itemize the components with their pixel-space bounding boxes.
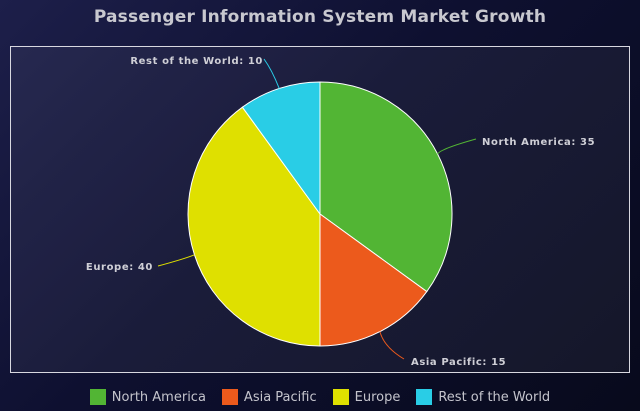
data-label-north-america: North America: 35: [482, 137, 595, 148]
connector-rest-of-the-world: [263, 58, 280, 89]
legend-label-europe: Europe: [354, 389, 401, 405]
legend-label-north-america: North America: [111, 389, 206, 405]
pie-slice-europe[interactable]: [187, 106, 321, 347]
data-label-asia-pacific: Asia Pacific: 15: [411, 357, 506, 368]
legend-item-europe[interactable]: Europe: [332, 389, 401, 405]
pie-slices: [187, 81, 453, 347]
legend-item-asia-pacific[interactable]: Asia Pacific: [221, 389, 317, 405]
data-labels: North America: 35 Asia Pacific: 15 Europe:…: [86, 56, 595, 368]
legend-swatch-europe: [332, 389, 349, 405]
pie-slice-rest-of-the-world[interactable]: [241, 81, 321, 216]
pie-slice-north-america[interactable]: [319, 81, 453, 293]
legend: North America Asia Pacific Europe Rest of t…: [0, 389, 640, 405]
data-label-europe: Europe: 40: [86, 262, 153, 273]
legend-swatch-asia-pacific: [221, 389, 238, 405]
legend-label-rest-of-the-world: Rest of the World: [438, 389, 551, 405]
chart-title: Passenger Information System Market Grow…: [93, 7, 547, 27]
connector-asia-pacific: [379, 331, 405, 360]
legend-item-rest-of-the-world[interactable]: Rest of the World: [416, 389, 550, 405]
legend-item-north-america[interactable]: North America: [89, 389, 206, 405]
pie-slice-asia-pacific[interactable]: [319, 213, 428, 347]
legend-swatch-north-america: [89, 389, 106, 405]
connector-north-america: [437, 138, 477, 155]
data-label-rest-of-the-world: Rest of the World: 10: [130, 56, 263, 67]
legend-swatch-rest-of-the-world: [416, 389, 433, 405]
legend-label-asia-pacific: Asia Pacific: [243, 389, 317, 405]
connector-europe: [157, 254, 195, 267]
